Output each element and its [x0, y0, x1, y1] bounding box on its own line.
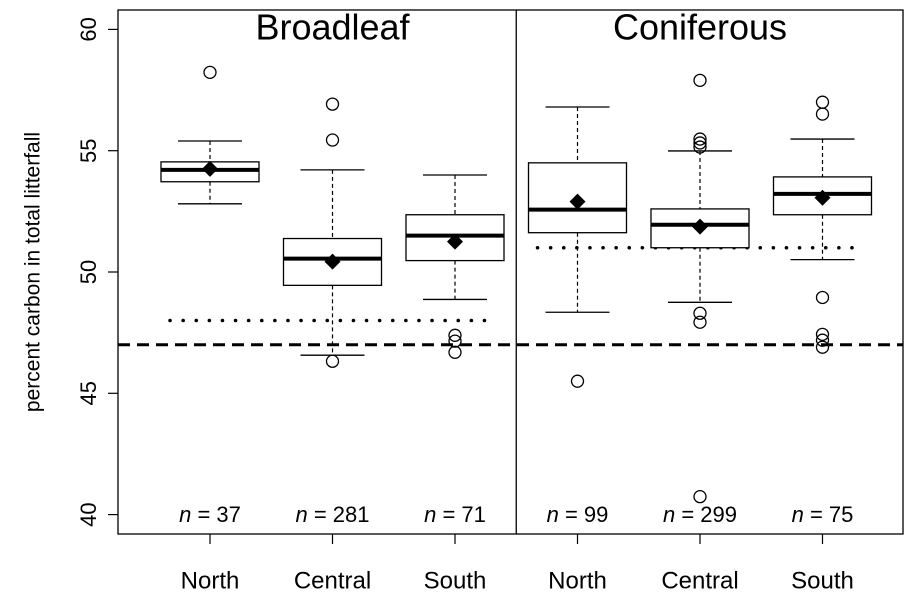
outlier [815, 290, 830, 305]
n-label: n = 71 [424, 502, 486, 527]
outlier [693, 132, 707, 146]
y-tick-label: 40 [76, 502, 101, 526]
outlier [815, 333, 830, 347]
outlier [693, 306, 707, 320]
outlier [325, 133, 340, 147]
outlier [693, 73, 707, 88]
panel-title: Broadleaf [255, 7, 410, 48]
outlier [815, 107, 830, 121]
outlier [693, 315, 707, 329]
mean-marker [202, 160, 218, 177]
n-label: n = 99 [547, 502, 609, 527]
outlier [570, 374, 585, 388]
mean-marker [569, 193, 586, 210]
n-label: n = 37 [179, 502, 241, 527]
outlier [693, 136, 707, 150]
outlier [203, 65, 217, 79]
x-tick-label: Central [661, 567, 738, 594]
outlier [325, 97, 340, 111]
outlier [693, 140, 707, 154]
x-tick-label: North [181, 567, 240, 594]
outlier [448, 345, 462, 359]
y-tick-label: 50 [76, 260, 101, 284]
x-tick-label: Central [294, 567, 371, 594]
outlier [448, 328, 462, 342]
y-axis-label: percent carbon in total litterfall [22, 132, 45, 412]
outlier [448, 334, 462, 348]
mean-marker [447, 233, 463, 250]
x-tick-label: South [424, 567, 487, 594]
plot-frame [117, 9, 904, 535]
x-tick-label: South [791, 567, 854, 594]
mean-marker [692, 218, 708, 235]
n-label: n = 75 [792, 502, 854, 527]
outlier [815, 95, 830, 109]
n-label: n = 299 [663, 502, 737, 527]
y-tick-label: 55 [76, 138, 101, 162]
outlier [693, 489, 707, 504]
mean-marker [324, 253, 341, 270]
outlier [325, 354, 340, 368]
n-label: n = 281 [295, 502, 369, 527]
y-tick-label: 45 [76, 381, 101, 405]
mean-marker [814, 189, 831, 206]
y-tick-label: 60 [76, 17, 101, 41]
outlier [815, 327, 830, 341]
panel-title: Coniferous [613, 7, 787, 48]
outlier [815, 340, 830, 354]
x-tick-label: North [548, 567, 607, 594]
